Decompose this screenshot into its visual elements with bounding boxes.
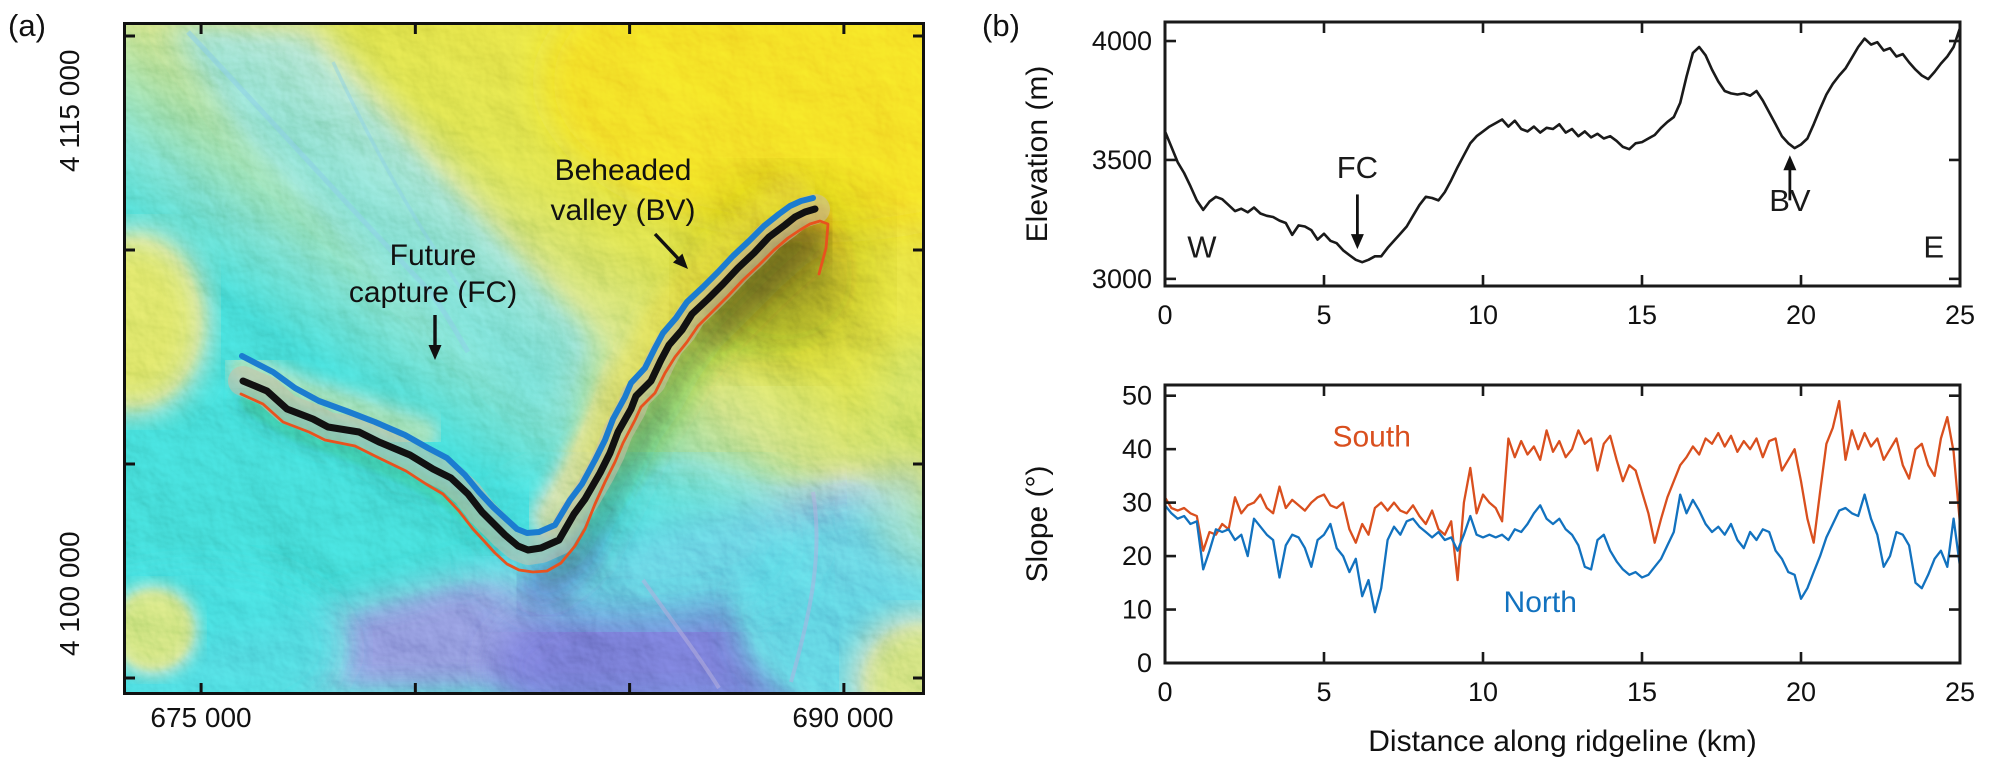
x-tick-label: 15 [1627, 677, 1657, 707]
beheaded-valley-arrow-shaft [653, 232, 683, 263]
future-capture-label: Future [390, 239, 477, 272]
y-tick-label: 40 [1122, 434, 1152, 464]
plot-frame [1163, 20, 1962, 288]
South-line [1163, 399, 1962, 582]
ridgeline-path [239, 205, 819, 554]
label-North: North [1504, 586, 1577, 619]
map-axes [123, 22, 925, 695]
ridge-overlay [228, 194, 830, 574]
beheaded-valley-label: Beheaded [555, 154, 692, 187]
y-tick-label: 20 [1122, 541, 1152, 571]
label-E: E [1923, 229, 1944, 264]
hillshade-texture [123, 22, 925, 695]
beheaded-valley-label: valley (BV) [550, 194, 695, 227]
x-tick-label: 25 [1945, 300, 1975, 330]
y-tick-label: 50 [1122, 381, 1152, 411]
x-tick-label: 10 [1468, 677, 1498, 707]
x-tick-label: 15 [1627, 300, 1657, 330]
north-buffer-outline [239, 195, 816, 536]
x-tick-label: 10 [1468, 300, 1498, 330]
map-frame [123, 22, 925, 695]
x-tick-label: 0 [1157, 677, 1172, 707]
future-capture-arrow-head [428, 345, 442, 360]
chart-arrow-head [1350, 234, 1364, 250]
x-tick-label: 20 [1786, 677, 1816, 707]
south-buffer-outline [239, 219, 830, 574]
drainage-northwest [186, 30, 471, 354]
drainage-north-branch [331, 61, 465, 293]
y-tick-label: 4000 [1092, 26, 1152, 56]
label-FC: FC [1337, 150, 1378, 185]
drainage-south-1 [641, 578, 721, 690]
map-ytick-label-south: 4 100 000 [54, 531, 85, 656]
panel-b-label: (b) [982, 8, 1020, 43]
map-xtick-label-west: 675 000 [150, 702, 252, 733]
x-tick-label: 5 [1316, 300, 1331, 330]
y-axis-title: Slope (°) [1021, 465, 1054, 582]
label-W: W [1187, 229, 1217, 264]
label-South: South [1332, 420, 1410, 453]
y-tick-label: 0 [1137, 648, 1152, 678]
map-ytick-label-north: 4 115 000 [54, 49, 85, 173]
y-tick-label: 3000 [1092, 264, 1152, 294]
x-tick-label: 0 [1157, 300, 1172, 330]
chart-arrow-head [1783, 155, 1797, 171]
x-tick-label: 20 [1786, 300, 1816, 330]
y-axis-title: Elevation (m) [1021, 66, 1054, 243]
x-tick-label: 5 [1316, 677, 1331, 707]
hillshade-map-canvas: Future capture (FC) Beheaded valley (BV) [123, 22, 925, 695]
y-tick-label: 10 [1122, 595, 1152, 625]
x-tick-label: 25 [1945, 677, 1975, 707]
panel-a-label: (a) [8, 8, 46, 43]
y-tick-label: 3500 [1092, 145, 1152, 175]
plot-frame [1163, 383, 1962, 665]
beheaded-valley-arrow-head [672, 253, 688, 269]
y-tick-label: 30 [1122, 488, 1152, 518]
x-axis-title: Distance along ridgeline (km) [1368, 725, 1757, 758]
drainage-south-2 [789, 491, 819, 683]
future-capture-label: capture (FC) [349, 276, 517, 309]
ridgeline-elevation-line [1163, 26, 1962, 264]
North-line [1163, 493, 1962, 614]
map-xtick-label-east: 690 000 [792, 702, 894, 733]
slope-chart: 0 5 10 15 20 25 0 10 20 30 40 50 Slope (°) Distance a… [1021, 381, 1975, 758]
hillshade-map: Future capture (FC) Beheaded valley (BV) [123, 22, 925, 695]
